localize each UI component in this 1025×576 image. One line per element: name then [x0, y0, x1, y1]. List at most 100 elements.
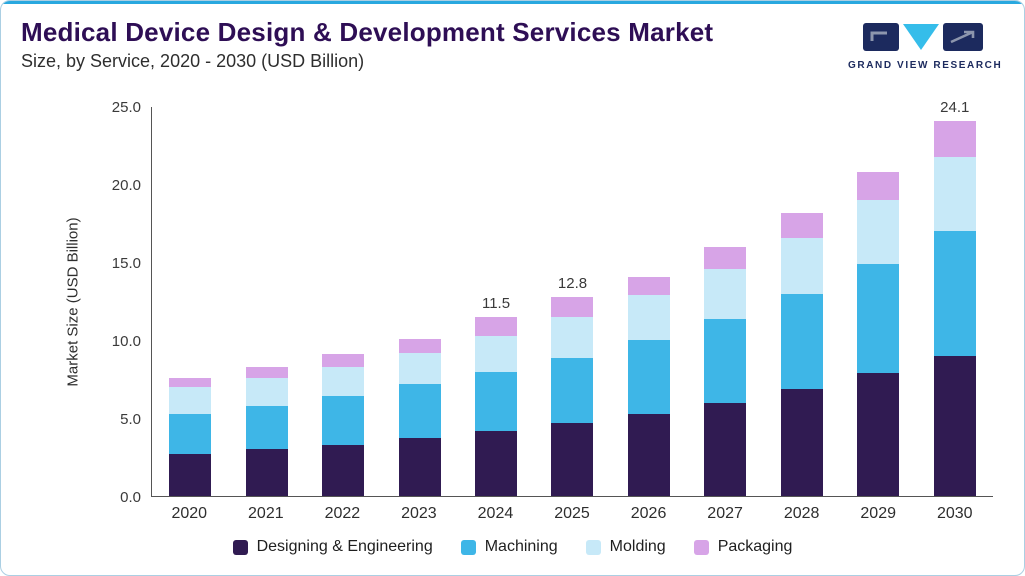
stacked-bar-2030: 24.1 — [933, 99, 976, 496]
bar-segment — [933, 156, 976, 232]
bar-segment — [857, 200, 900, 265]
bar-segment — [322, 444, 365, 496]
bar-segment — [398, 438, 441, 496]
bar-segment — [857, 172, 900, 201]
bar-segment — [322, 354, 365, 367]
x-tick-label: 2025 — [554, 505, 590, 522]
x-tick-label: 2029 — [860, 505, 896, 522]
bar-segment — [780, 212, 823, 238]
plot-area: 11.5 12.8 24.1 — [151, 99, 993, 497]
top-accent-bar — [1, 1, 1024, 4]
bar-segment — [169, 387, 212, 414]
legend-item: Designing & Engineering — [232, 538, 433, 556]
bar-segment — [551, 296, 594, 318]
bar-segment — [551, 357, 594, 423]
bar-segment — [169, 377, 212, 388]
bar-segment — [704, 268, 747, 319]
bar-segment — [245, 405, 288, 450]
bar-segment — [169, 413, 212, 454]
bar-segment — [475, 317, 518, 336]
bar-total-label: 11.5 — [481, 295, 511, 313]
grand-view-research-logo: GRAND VIEW RESEARCH — [848, 23, 1003, 71]
bar-segment — [933, 231, 976, 356]
bar-total-label: 24.1 — [940, 99, 970, 117]
legend: Designing & Engineering Machining Molding P… — [1, 538, 1024, 556]
bar-column-2028 — [764, 107, 840, 496]
bar-segment — [627, 340, 670, 414]
bar-segment — [398, 338, 441, 353]
bar-column-2022 — [305, 107, 381, 496]
x-tick-label: 2027 — [707, 505, 743, 522]
bar-segment — [780, 293, 823, 389]
bar-segment — [245, 449, 288, 496]
x-tick-label: 2022 — [324, 505, 361, 522]
stacked-bar-2029 — [857, 172, 900, 496]
bar-column-2021 — [228, 107, 304, 496]
logo-text: GRAND VIEW RESEARCH — [848, 60, 1003, 71]
stacked-bar-2024: 11.5 — [475, 295, 518, 496]
bar-segment — [475, 371, 518, 431]
legend-item: Molding — [585, 538, 666, 556]
stacked-bar-2027 — [704, 247, 747, 496]
bar-segment — [627, 276, 670, 296]
x-tick-label: 2023 — [401, 505, 437, 522]
chart-subtitle: Size, by Service, 2020 - 2030 (USD Billi… — [21, 51, 365, 71]
bar-segment — [933, 121, 976, 157]
stacked-bar-2023 — [398, 338, 441, 496]
bar-segment — [322, 396, 365, 445]
bar-segment — [551, 422, 594, 496]
y-axis-ticks: 25.0 20.0 15.0 10.0 5.0 0.0 — [111, 98, 141, 506]
bar-segment — [398, 352, 441, 384]
bar-segment — [398, 383, 441, 439]
bar-segment — [169, 453, 212, 496]
legend-label: Machining — [484, 538, 558, 555]
legend-swatch — [693, 539, 709, 555]
bar-column-2023 — [381, 107, 457, 496]
stacked-bar-2026 — [627, 276, 670, 496]
stacked-bar-2025: 12.8 — [551, 275, 594, 496]
legend-swatch — [585, 539, 601, 555]
logo-mark-icon — [863, 23, 983, 51]
stacked-bar-2028 — [780, 212, 823, 496]
bar-column-2025: 12.8 — [534, 107, 610, 496]
bar-segment — [857, 373, 900, 496]
legend-swatch — [460, 539, 476, 555]
bar-segment — [704, 247, 747, 269]
bar-segment — [245, 377, 288, 406]
legend-label: Molding — [609, 538, 666, 555]
bar-segment — [322, 366, 365, 397]
x-tick-label: 2024 — [477, 505, 514, 522]
legend-swatch — [232, 539, 248, 555]
bar-column-2029 — [840, 107, 916, 496]
bar-column-2030: 24.1 — [917, 99, 993, 496]
x-tick-label: 2028 — [783, 505, 820, 522]
bar-segment — [475, 335, 518, 372]
bar-total-label: 12.8 — [557, 274, 588, 292]
stacked-bar-2020 — [169, 377, 212, 496]
bar-segment — [627, 295, 670, 341]
bar-segment — [704, 402, 747, 496]
x-tick-label: 2020 — [171, 505, 208, 522]
legend-item: Machining — [460, 538, 558, 556]
x-tick-label: 2026 — [630, 505, 667, 522]
bar-column-2026 — [611, 107, 687, 496]
stacked-bar-2021 — [245, 366, 288, 496]
bar-column-2024: 11.5 — [458, 107, 534, 496]
bar-segment — [627, 413, 670, 496]
y-axis-title: Market Size (USD Billion) — [64, 217, 82, 387]
bar-segment — [780, 237, 823, 294]
stacked-bar-2022 — [322, 354, 365, 496]
x-tick-label: 2021 — [248, 505, 284, 522]
legend-label: Packaging — [717, 538, 793, 555]
chart-title: Medical Device Design & Development Serv… — [21, 17, 714, 47]
bar-segment — [475, 430, 518, 496]
legend-label: Designing & Engineering — [256, 538, 433, 555]
bar-segment — [857, 264, 900, 374]
bar-segment — [245, 366, 288, 378]
x-tick-label: 2030 — [936, 505, 973, 522]
bar-column-2020 — [152, 107, 228, 496]
legend-item: Packaging — [693, 538, 793, 556]
bar-segment — [780, 388, 823, 496]
chart-header: Medical Device Design & Development Serv… — [21, 17, 713, 72]
